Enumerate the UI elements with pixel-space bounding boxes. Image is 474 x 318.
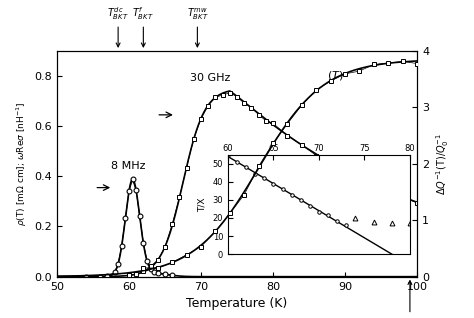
Y-axis label: $\Delta Q^{-1}$(T)/$Q_0^{-1}$: $\Delta Q^{-1}$(T)/$Q_0^{-1}$ — [435, 133, 451, 195]
Text: $T_{BKT}^{mw}$: $T_{BKT}^{mw}$ — [187, 6, 208, 47]
Text: $(T)$: $(T)$ — [327, 69, 344, 82]
Text: $T_{co}$: $T_{co}$ — [402, 281, 418, 318]
Text: $T_{BKT}^{dc}$: $T_{BKT}^{dc}$ — [107, 5, 129, 47]
Text: 8 MHz: 8 MHz — [111, 161, 146, 171]
Text: $T_{BKT}^{f}$: $T_{BKT}^{f}$ — [133, 5, 154, 47]
Text: 30 GHz: 30 GHz — [190, 73, 230, 84]
Y-axis label: $\rho$(T) [m$\Omega$ cm]; $\omega$Re$\sigma$ [nH$^{-1}$]: $\rho$(T) [m$\Omega$ cm]; $\omega$Re$\si… — [14, 101, 29, 226]
X-axis label: Temperature (K): Temperature (K) — [186, 297, 288, 310]
